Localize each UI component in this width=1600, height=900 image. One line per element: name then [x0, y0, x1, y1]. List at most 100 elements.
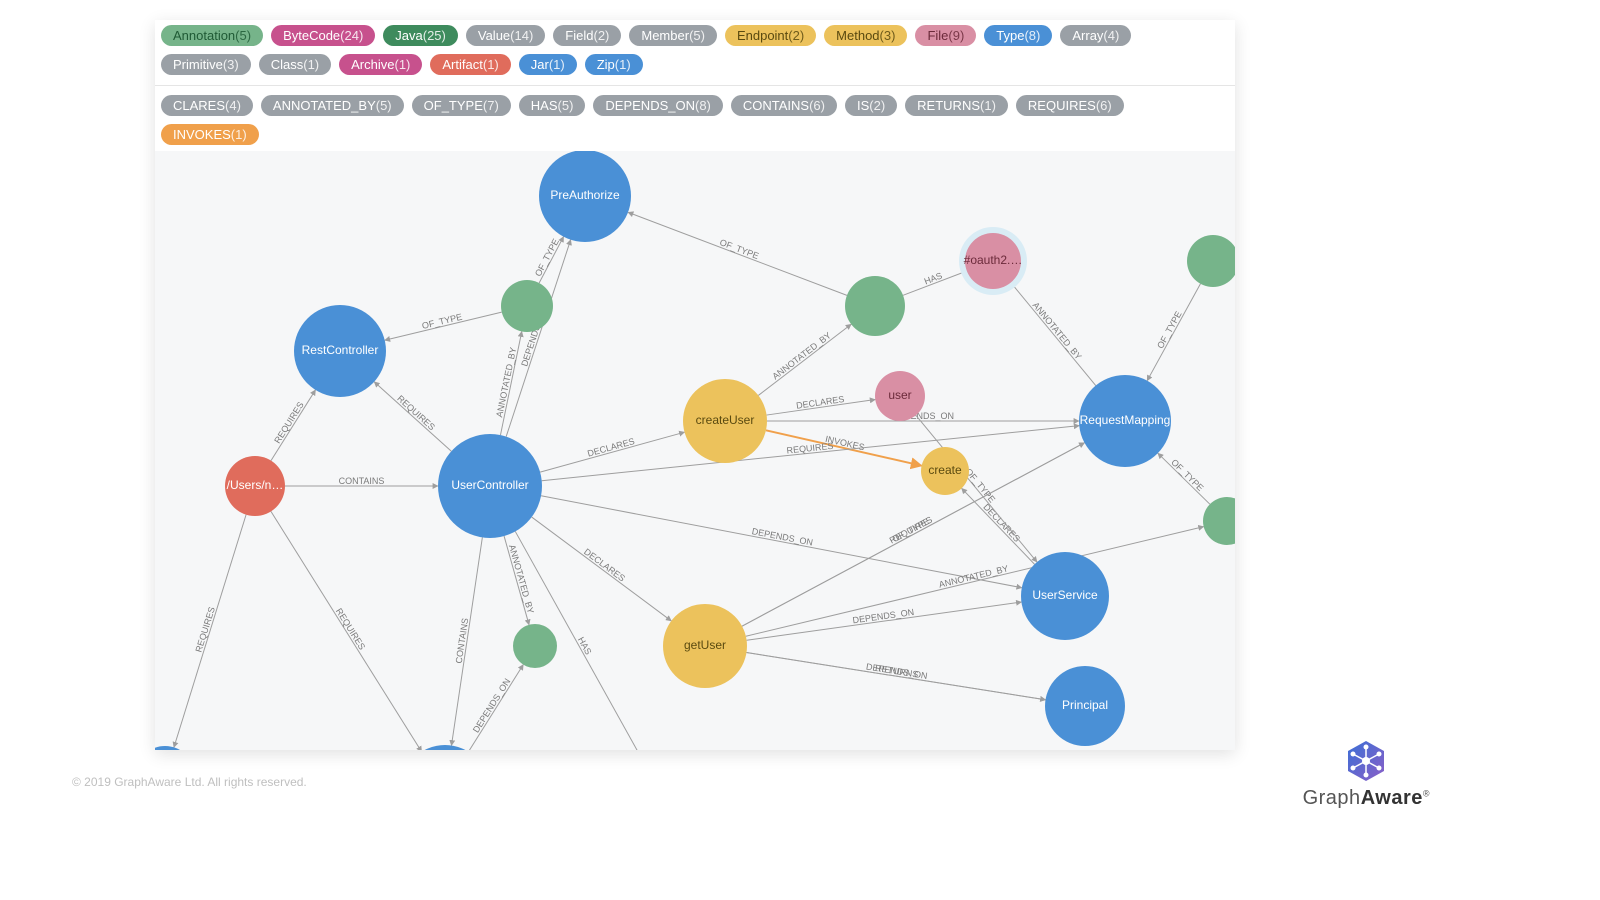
- edge-userctrl-createuser[interactable]: [540, 432, 684, 472]
- edge-userctrl-restctrl[interactable]: [374, 382, 451, 451]
- chip-field[interactable]: Field(2): [553, 25, 621, 46]
- edge-usersn-restctrl[interactable]: [271, 390, 316, 461]
- edge-userctrl-preauth[interactable]: [506, 240, 570, 437]
- chip-divider: [155, 85, 1235, 86]
- chip-returns[interactable]: RETURNS(1): [905, 95, 1008, 116]
- graph-node-userservice[interactable]: [1021, 552, 1109, 640]
- graph-node-restctrl[interactable]: [294, 305, 386, 397]
- edge-createuser-create[interactable]: [766, 430, 922, 465]
- edge-label: OF_TYPE: [533, 237, 561, 278]
- edge-label: ANNOTATED_BY: [507, 543, 536, 614]
- edge-label: DEPENDS_ON: [865, 661, 928, 681]
- edge-userctrl-user[interactable]: [451, 537, 482, 745]
- edge-getuser-userservice[interactable]: [747, 602, 1022, 640]
- graph-svg[interactable]: OF_TYPEOF_TYPEREQUIRESCONTAINSREQUIRESAN…: [155, 151, 1235, 750]
- chip-invokes[interactable]: INVOKES(1): [161, 124, 259, 145]
- edge-anno2-oauth[interactable]: [903, 271, 967, 295]
- edge-anno1-preauth[interactable]: [539, 237, 563, 283]
- edge-label: OF_TYPE: [1169, 457, 1205, 493]
- chip-member[interactable]: Member(5): [629, 25, 717, 46]
- chip-type[interactable]: Type(8): [984, 25, 1052, 46]
- chip-zip[interactable]: Zip(1): [585, 54, 643, 75]
- edge-createuser-usernode[interactable]: [767, 400, 876, 416]
- chip-annotation[interactable]: Annotation(5): [161, 25, 263, 46]
- graph-node-usersn[interactable]: [225, 456, 285, 516]
- logo-icon: [1344, 739, 1388, 783]
- edge-label: DEPENDS_ON: [852, 607, 915, 625]
- graph-node-userctrl[interactable]: [438, 434, 542, 538]
- rel-type-chips: CLARES(4) ANNOTATED_BY(5) OF_TYPE(7) HAS(5)…: [155, 90, 1235, 151]
- graph-node-anno2[interactable]: [845, 276, 905, 336]
- edge-label: DEPENDS_ON: [751, 526, 814, 547]
- graph-node-ing[interactable]: [155, 746, 195, 750]
- edge-label: CONTAINS: [454, 617, 471, 664]
- chip-requires[interactable]: REQUIRES(6): [1016, 95, 1124, 116]
- node-type-chips: Annotation(5) ByteCode(24) Java(25) Value(1…: [155, 20, 1235, 81]
- edge-createuser-anno2[interactable]: [758, 324, 851, 395]
- chip-contains[interactable]: CONTAINS(6): [731, 95, 837, 116]
- chip-file[interactable]: File(9): [915, 25, 976, 46]
- chip-java[interactable]: Java(25): [383, 25, 458, 46]
- edge-label: OF_TYPE: [421, 312, 463, 331]
- chip-clares[interactable]: CLARES(4): [161, 95, 253, 116]
- chip-bytecode[interactable]: ByteCode(24): [271, 25, 375, 46]
- edge-label: REQUIRES: [395, 393, 437, 432]
- chip-class[interactable]: Class(1): [259, 54, 331, 75]
- edge-userctrl-anno1[interactable]: [500, 331, 521, 435]
- edge-label: ANNOTATED_BY: [1031, 300, 1084, 361]
- edge-reqmap-oauth[interactable]: [1011, 283, 1096, 386]
- chip-value[interactable]: Value(14): [466, 25, 545, 46]
- edge-label: DECLARES: [582, 546, 627, 583]
- edge-getuser-anno4[interactable]: [746, 527, 1204, 637]
- edge-label: DEPENDS_ON: [471, 677, 513, 735]
- edge-usersn-ing[interactable]: [174, 515, 246, 748]
- edge-userctrl-userservice[interactable]: [541, 496, 1022, 588]
- graph-node-getuser[interactable]: [663, 604, 747, 688]
- graph-node-anno4[interactable]: [1203, 497, 1235, 545]
- chip-endpoint[interactable]: Endpoint(2): [725, 25, 816, 46]
- edge-label: ANNOTATED_BY: [938, 563, 1010, 589]
- graph-panel: Annotation(5) ByteCode(24) Java(25) Value(1…: [155, 20, 1235, 750]
- edge-label: CONTAINS: [339, 476, 385, 486]
- edge-anno4-reqmap[interactable]: [1158, 453, 1210, 504]
- edge-userctrl-reqmap[interactable]: [542, 426, 1080, 481]
- edge-anno1-restctrl[interactable]: [385, 312, 502, 340]
- chip-artifact[interactable]: Artifact(1): [430, 54, 510, 75]
- edge-label: REQUIRES: [888, 515, 934, 546]
- edge-userctrl-getuser[interactable]: [532, 517, 672, 621]
- edge-anno3-reqmap[interactable]: [1147, 284, 1200, 381]
- chip-array[interactable]: Array(4): [1060, 25, 1131, 46]
- chip-is[interactable]: IS(2): [845, 95, 897, 116]
- chip-has[interactable]: HAS(5): [519, 95, 586, 116]
- graph-node-anno5[interactable]: [513, 624, 557, 668]
- graph-node-anno1[interactable]: [501, 280, 553, 332]
- graph-node-oauth[interactable]: [965, 233, 1021, 289]
- graph-canvas[interactable]: OF_TYPEOF_TYPEREQUIRESCONTAINSREQUIRESAN…: [155, 151, 1235, 750]
- graph-node-createuser[interactable]: [683, 379, 767, 463]
- edge-usersn-user[interactable]: [271, 511, 422, 750]
- logo-text: GraphAware®: [1303, 787, 1430, 810]
- chip-of_type[interactable]: OF_TYPE(7): [412, 95, 511, 116]
- edge-label: REQUIRES: [334, 606, 367, 651]
- graph-node-create[interactable]: [921, 447, 969, 495]
- chip-method[interactable]: Method(3): [824, 25, 907, 46]
- graph-node-usernode[interactable]: [875, 371, 925, 421]
- edge-userservice-create[interactable]: [962, 488, 1035, 564]
- chip-jar[interactable]: Jar(1): [519, 54, 577, 75]
- chip-archive[interactable]: Archive(1): [339, 54, 422, 75]
- edge-anno2-preauth[interactable]: [628, 212, 847, 295]
- edge-getuser-principal[interactable]: [746, 653, 1045, 700]
- graphaware-logo: GraphAware®: [1303, 739, 1430, 810]
- chip-depends_on[interactable]: DEPENDS_ON(8): [593, 95, 722, 116]
- graph-node-principal[interactable]: [1045, 666, 1125, 746]
- chip-primitive[interactable]: Primitive(3): [161, 54, 251, 75]
- edge-label: REQUIRES: [272, 400, 306, 445]
- graph-node-user[interactable]: [401, 745, 489, 750]
- edge-user-anno5[interactable]: [468, 665, 523, 750]
- edge-label: DECLARES: [981, 502, 1022, 544]
- edge-label: RETURNS: [874, 663, 919, 680]
- graph-node-anno3[interactable]: [1187, 235, 1235, 287]
- chip-annotated_by[interactable]: ANNOTATED_BY(5): [261, 95, 404, 116]
- graph-node-preauth[interactable]: [539, 151, 631, 242]
- graph-node-reqmap[interactable]: [1079, 375, 1171, 467]
